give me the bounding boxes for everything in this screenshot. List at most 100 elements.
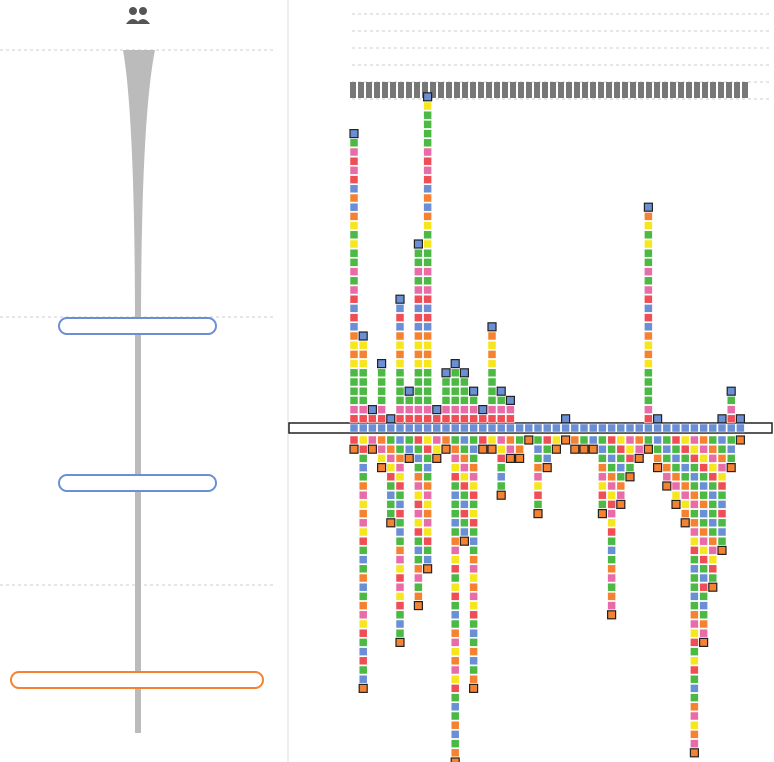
square xyxy=(607,481,616,491)
square xyxy=(598,444,607,454)
square xyxy=(349,147,359,157)
square xyxy=(358,546,368,555)
square xyxy=(607,555,616,564)
square xyxy=(644,221,653,230)
header-cell xyxy=(710,82,716,98)
square xyxy=(414,340,423,350)
square xyxy=(423,396,432,405)
square xyxy=(625,472,635,482)
square xyxy=(349,230,359,240)
square xyxy=(377,405,386,414)
square xyxy=(404,435,414,445)
square xyxy=(423,304,432,313)
square xyxy=(358,454,368,463)
square xyxy=(358,481,368,491)
square xyxy=(460,414,469,424)
square xyxy=(423,509,432,518)
header-cell xyxy=(686,82,692,98)
square xyxy=(386,444,396,454)
square xyxy=(680,490,690,500)
square xyxy=(496,472,506,482)
square xyxy=(423,221,432,230)
header-cell xyxy=(470,82,476,98)
square xyxy=(423,120,432,129)
square xyxy=(460,377,469,387)
square xyxy=(533,509,543,519)
square xyxy=(708,527,718,537)
square xyxy=(358,683,368,694)
square xyxy=(450,757,460,762)
square xyxy=(414,555,423,564)
square xyxy=(717,454,727,463)
filter-pill[interactable] xyxy=(58,474,217,492)
square xyxy=(423,212,432,221)
square xyxy=(662,463,672,472)
square xyxy=(349,386,359,396)
square xyxy=(441,414,451,424)
square xyxy=(423,368,432,378)
square xyxy=(560,414,571,424)
square xyxy=(644,322,653,332)
axis-square xyxy=(386,423,396,433)
square xyxy=(358,647,368,656)
axis-square xyxy=(460,423,469,433)
square xyxy=(644,340,653,350)
square xyxy=(349,193,359,203)
square xyxy=(450,518,460,528)
square xyxy=(708,500,718,509)
square xyxy=(717,545,727,556)
square xyxy=(349,405,359,414)
header-bar xyxy=(350,82,748,98)
square xyxy=(680,435,690,445)
square xyxy=(726,435,736,445)
square xyxy=(690,444,699,454)
square xyxy=(423,138,432,148)
axis-square xyxy=(432,423,442,433)
square xyxy=(414,481,423,491)
square xyxy=(423,490,432,500)
square xyxy=(469,527,478,537)
square xyxy=(349,276,359,286)
square xyxy=(708,518,718,528)
square xyxy=(450,444,460,454)
square xyxy=(690,656,699,666)
square xyxy=(395,396,405,405)
square xyxy=(432,435,442,445)
square xyxy=(726,454,736,463)
square xyxy=(469,555,478,564)
square xyxy=(690,638,699,647)
square xyxy=(644,396,653,405)
filter-pill[interactable] xyxy=(10,671,264,689)
square xyxy=(469,500,478,509)
square xyxy=(358,396,368,405)
square xyxy=(414,405,423,414)
square xyxy=(643,202,654,212)
square xyxy=(469,683,479,694)
square xyxy=(395,582,405,592)
square xyxy=(690,472,699,482)
square xyxy=(607,509,616,518)
square xyxy=(358,601,368,610)
square xyxy=(450,610,460,620)
filter-pill[interactable] xyxy=(58,317,217,335)
square xyxy=(487,386,497,396)
square xyxy=(395,564,405,574)
square xyxy=(450,509,460,518)
square xyxy=(469,396,478,405)
square xyxy=(487,405,497,414)
square xyxy=(395,500,405,509)
square xyxy=(690,647,699,656)
axis-square xyxy=(616,423,626,433)
square xyxy=(487,322,497,332)
square xyxy=(349,444,359,454)
square xyxy=(349,322,359,332)
square xyxy=(469,463,478,472)
square xyxy=(423,500,432,509)
square xyxy=(423,147,432,157)
square xyxy=(607,518,616,528)
square xyxy=(552,435,561,445)
square xyxy=(469,619,478,629)
header-cell xyxy=(518,82,524,98)
square xyxy=(662,472,672,482)
square xyxy=(395,350,405,359)
